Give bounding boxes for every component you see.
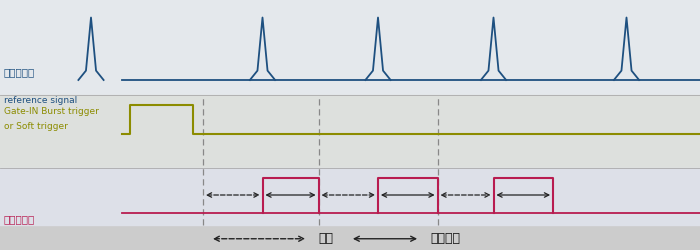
Text: reference signal: reference signal xyxy=(4,96,77,105)
Text: Gate-IN Burst trigger: Gate-IN Burst trigger xyxy=(4,108,99,116)
Text: or Soft trigger: or Soft trigger xyxy=(4,122,67,131)
Text: パルス出力: パルス出力 xyxy=(4,214,35,224)
Text: パルス入力: パルス入力 xyxy=(4,68,35,78)
Text: パルス幅: パルス幅 xyxy=(430,232,461,245)
Text: 遅延: 遅延 xyxy=(318,232,333,245)
